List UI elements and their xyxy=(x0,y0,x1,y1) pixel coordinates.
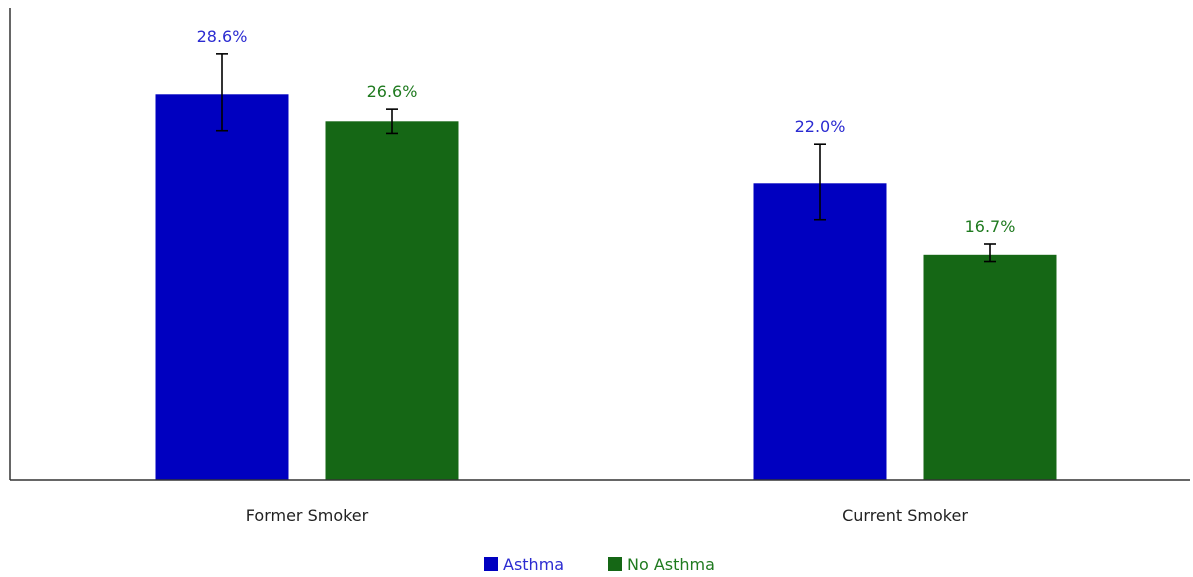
error-bar-no-asthma-former-smoker xyxy=(386,108,398,135)
category-label-former-smoker: Former Smoker xyxy=(246,506,369,525)
error-bar-asthma-former-smoker xyxy=(216,53,228,132)
legend-label-asthma: Asthma xyxy=(503,555,564,574)
bars-layer xyxy=(155,94,1057,481)
bar-asthma-current-smoker xyxy=(753,183,887,481)
data-labels-layer: 28.6% 26.6% 22.0% 16.7% xyxy=(197,27,1016,236)
data-label-asthma-current-smoker: 22.0% xyxy=(795,117,846,136)
category-labels-layer: Former Smoker Current Smoker xyxy=(246,506,969,525)
bar-no-asthma-former-smoker xyxy=(325,121,459,481)
data-label-no-asthma-current-smoker: 16.7% xyxy=(965,217,1016,236)
legend: Asthma No Asthma xyxy=(484,555,715,574)
legend-item-asthma: Asthma xyxy=(484,555,564,574)
bar-no-asthma-current-smoker xyxy=(923,254,1057,480)
legend-label-no-asthma: No Asthma xyxy=(627,555,715,574)
error-bar-no-asthma-current-smoker xyxy=(984,243,996,263)
bar-asthma-former-smoker xyxy=(155,94,289,481)
legend-item-no-asthma: No Asthma xyxy=(608,555,715,574)
category-label-current-smoker: Current Smoker xyxy=(842,506,968,525)
legend-swatch-no-asthma xyxy=(608,557,622,571)
data-label-no-asthma-former-smoker: 26.6% xyxy=(367,82,418,101)
error-bars-layer xyxy=(216,53,996,263)
legend-swatch-asthma xyxy=(484,557,498,571)
data-label-asthma-former-smoker: 28.6% xyxy=(197,27,248,46)
error-bar-asthma-current-smoker xyxy=(814,143,826,221)
